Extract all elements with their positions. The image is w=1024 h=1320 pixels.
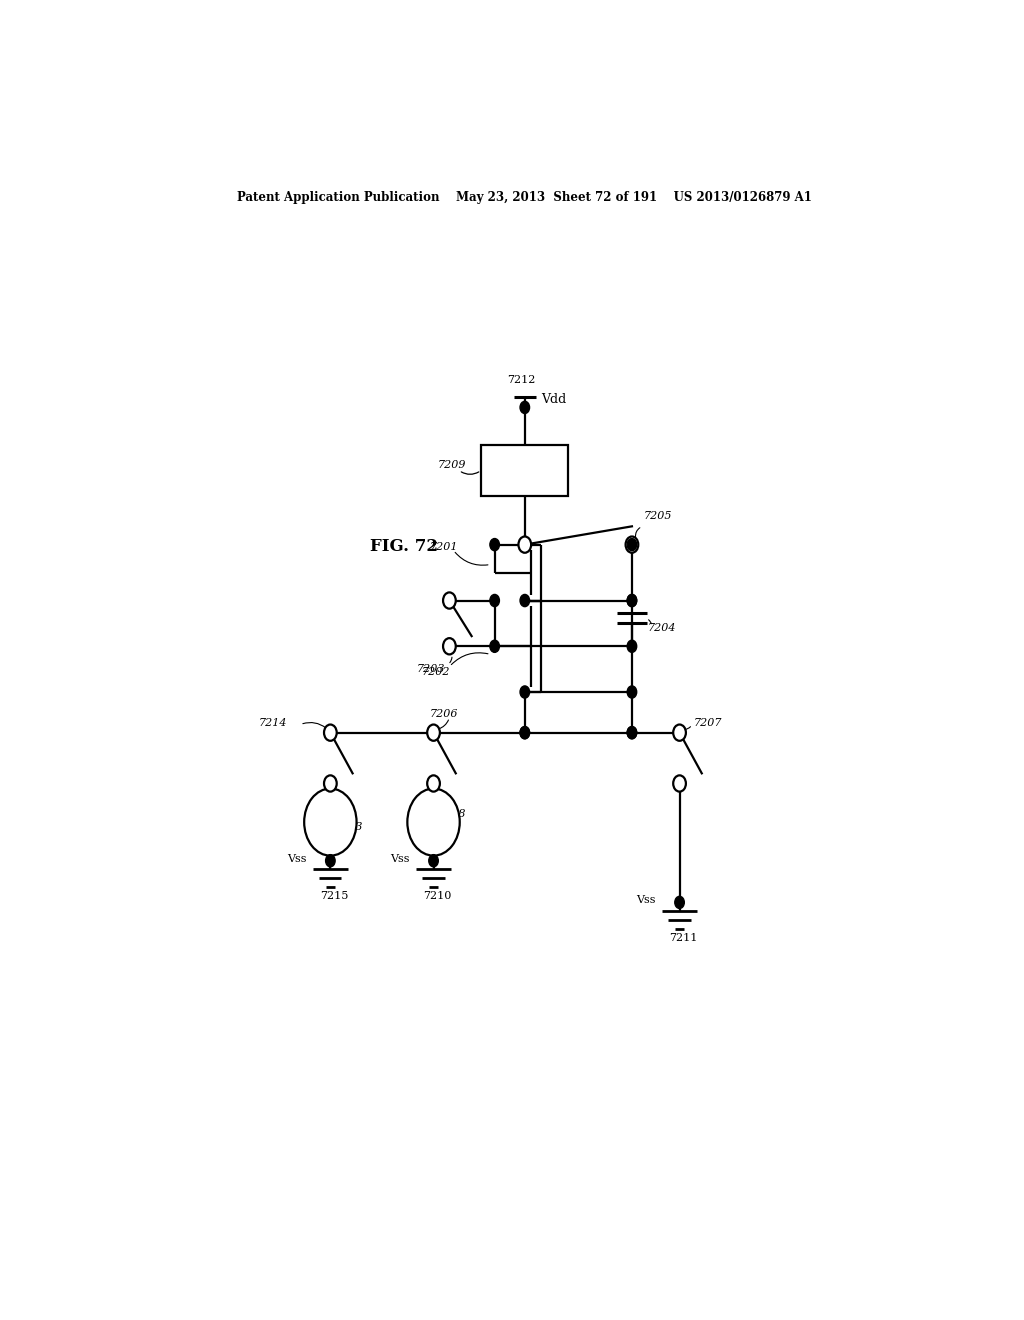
Circle shape	[408, 788, 460, 855]
Text: Vss: Vss	[636, 895, 655, 906]
Circle shape	[627, 686, 637, 698]
Text: 7201: 7201	[430, 543, 458, 552]
Circle shape	[326, 726, 335, 739]
Circle shape	[427, 725, 440, 741]
Circle shape	[627, 640, 637, 652]
Circle shape	[324, 775, 337, 792]
Text: Vss: Vss	[287, 854, 306, 863]
Circle shape	[675, 726, 684, 739]
Text: 7204: 7204	[648, 623, 676, 634]
Text: 7207: 7207	[694, 718, 722, 727]
Text: 7203: 7203	[417, 664, 445, 673]
Circle shape	[429, 726, 438, 739]
Circle shape	[627, 594, 637, 607]
Circle shape	[520, 594, 529, 607]
Circle shape	[520, 726, 529, 739]
Text: 7214: 7214	[258, 718, 287, 727]
Circle shape	[520, 726, 529, 739]
Text: 7206: 7206	[430, 709, 458, 719]
Circle shape	[326, 854, 335, 867]
Text: Vdd: Vdd	[541, 393, 566, 405]
Circle shape	[489, 539, 500, 550]
Text: Patent Application Publication    May 23, 2013  Sheet 72 of 191    US 2013/01268: Patent Application Publication May 23, 2…	[238, 190, 812, 203]
Circle shape	[489, 594, 500, 607]
Circle shape	[324, 725, 337, 741]
Circle shape	[443, 638, 456, 655]
Bar	[481, 445, 568, 496]
Circle shape	[673, 725, 686, 741]
Text: 7205: 7205	[644, 511, 673, 521]
Circle shape	[673, 775, 686, 792]
Circle shape	[627, 594, 637, 607]
Circle shape	[675, 896, 684, 908]
Circle shape	[489, 640, 500, 652]
Text: 7211: 7211	[670, 933, 697, 942]
Circle shape	[520, 401, 529, 413]
Text: 7210: 7210	[423, 891, 452, 902]
Circle shape	[429, 854, 438, 867]
Text: 7208: 7208	[437, 809, 466, 818]
Text: FIG. 72: FIG. 72	[370, 539, 438, 556]
Text: 7213: 7213	[334, 822, 362, 832]
Circle shape	[626, 536, 638, 553]
Text: 7209: 7209	[437, 461, 466, 470]
Circle shape	[520, 539, 529, 550]
Circle shape	[627, 539, 637, 550]
Circle shape	[518, 536, 531, 553]
Circle shape	[427, 775, 440, 792]
Circle shape	[304, 788, 356, 855]
Circle shape	[443, 593, 456, 609]
Text: Vss: Vss	[390, 854, 410, 863]
Text: 7215: 7215	[321, 891, 348, 902]
Circle shape	[520, 686, 529, 698]
Text: 7212: 7212	[507, 375, 535, 385]
Text: 7202: 7202	[422, 667, 451, 677]
Circle shape	[627, 726, 637, 739]
Circle shape	[627, 726, 637, 739]
